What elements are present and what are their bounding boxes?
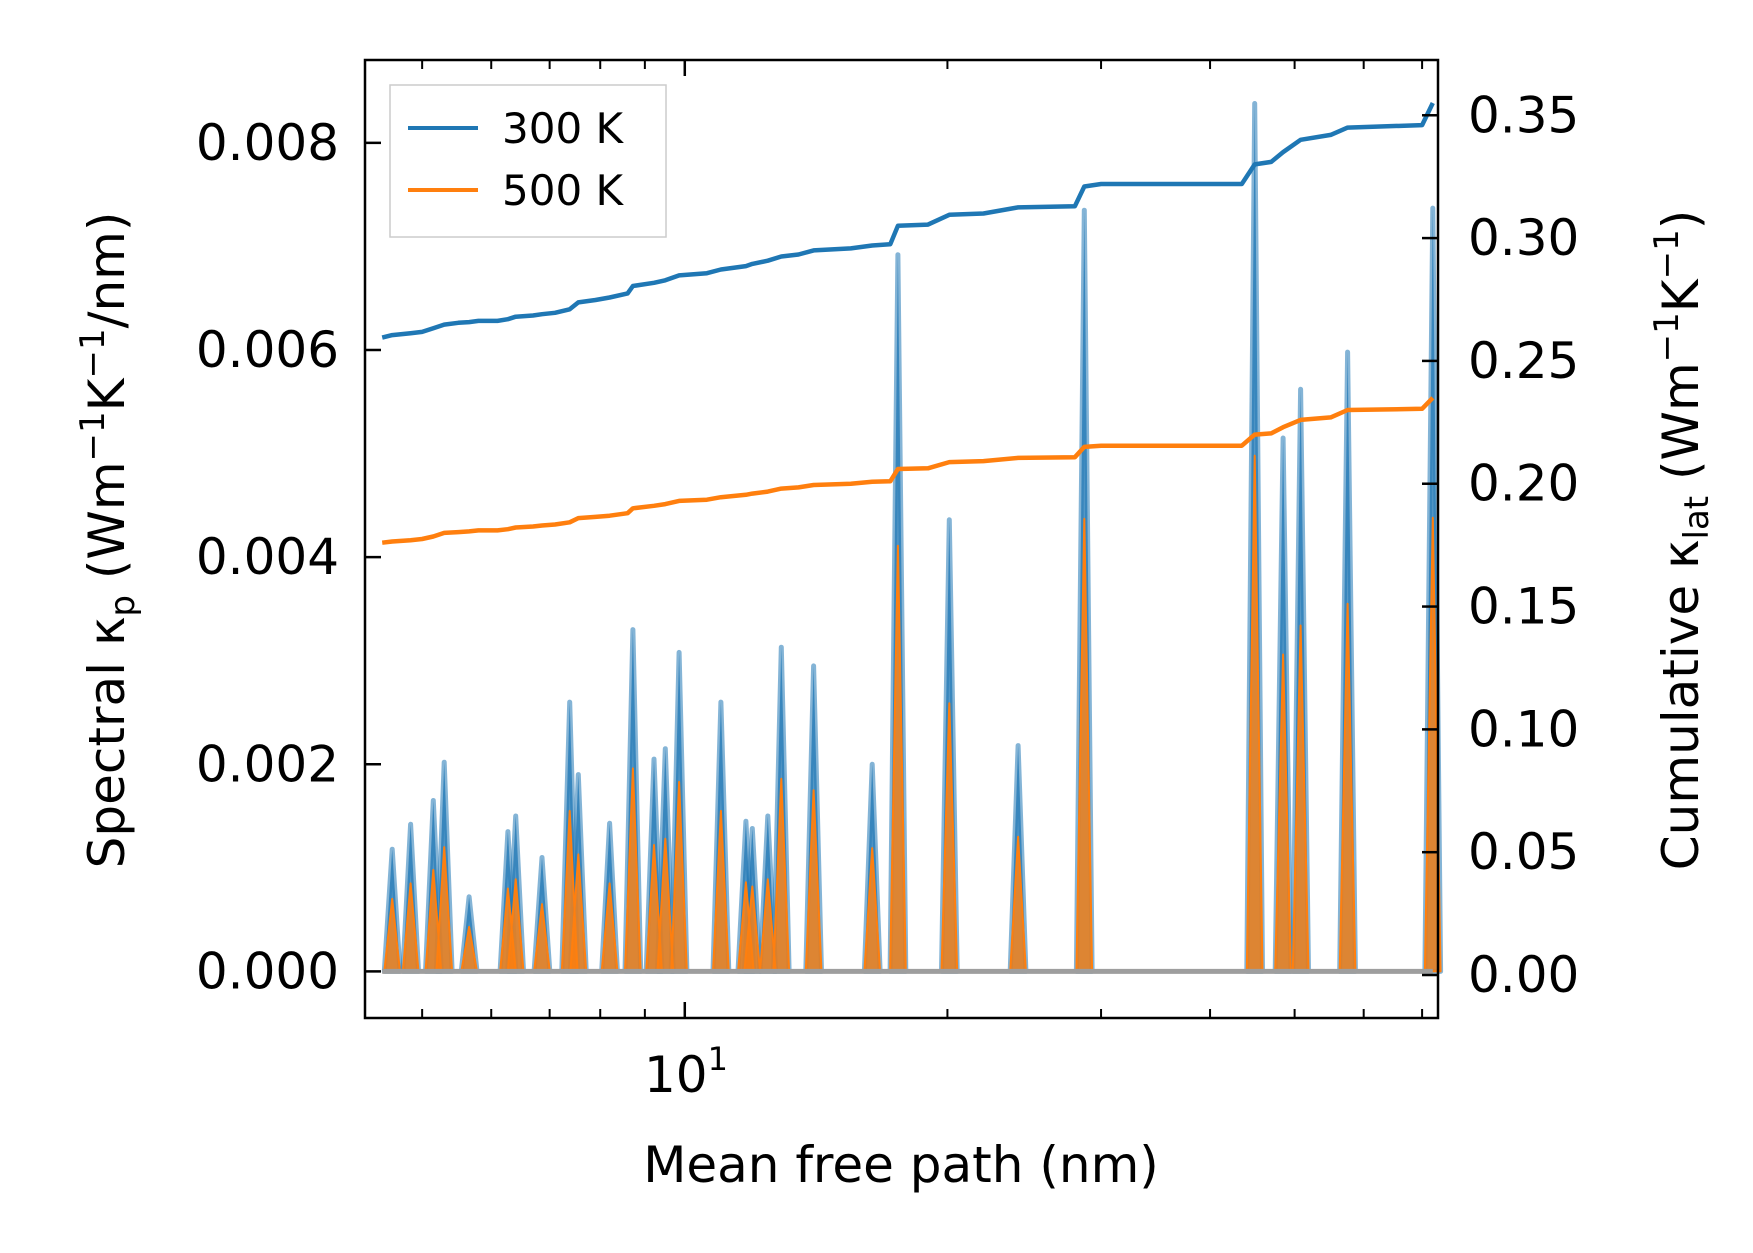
legend: 300 K 500 K (389, 84, 667, 238)
right-axis-title: Cumulative κlat (Wm−1K−1) (1647, 210, 1717, 870)
cumulative-line-500k (381, 396, 1435, 545)
x-tick-label-10: 101 (644, 1040, 728, 1104)
left-tick-label: 0.006 (196, 321, 339, 379)
left-tick-label: 0.008 (196, 114, 339, 172)
right-tick-label: 0.20 (1468, 455, 1579, 513)
right-tick-label: 0.10 (1468, 700, 1579, 758)
cumulative-kappa-layer (381, 102, 1435, 545)
x-axis-ticks (421, 60, 1424, 1018)
x-axis-title: Mean free path (nm) (643, 1136, 1159, 1194)
left-axis-ticks: 0.000 0.002 0.004 0.006 0.008 (196, 114, 381, 1000)
right-tick-label: 0.25 (1468, 332, 1579, 390)
left-tick-label: 0.002 (196, 735, 339, 793)
left-tick-label: 0.004 (196, 528, 339, 586)
right-axis-ticks: 0.00 0.05 0.10 0.15 0.20 0.25 0.30 0.35 (1422, 86, 1579, 1004)
right-tick-label: 0.35 (1468, 86, 1579, 144)
right-tick-label: 0.15 (1468, 578, 1579, 636)
legend-label-300k: 300 K (502, 104, 625, 153)
right-tick-label: 0.00 (1468, 946, 1579, 1004)
legend-box (389, 84, 667, 238)
left-tick-label: 0.000 (196, 942, 339, 1000)
legend-label-500k: 500 K (502, 166, 625, 215)
right-tick-label: 0.30 (1468, 209, 1579, 267)
spectral-kappa-layer (381, 101, 1444, 974)
left-axis-title: Spectral κp (Wm−1K−1/nm) (73, 212, 143, 869)
right-tick-label: 0.05 (1468, 823, 1579, 881)
plot-frame (363, 58, 1440, 1020)
cumulative-line-300k (381, 102, 1435, 340)
